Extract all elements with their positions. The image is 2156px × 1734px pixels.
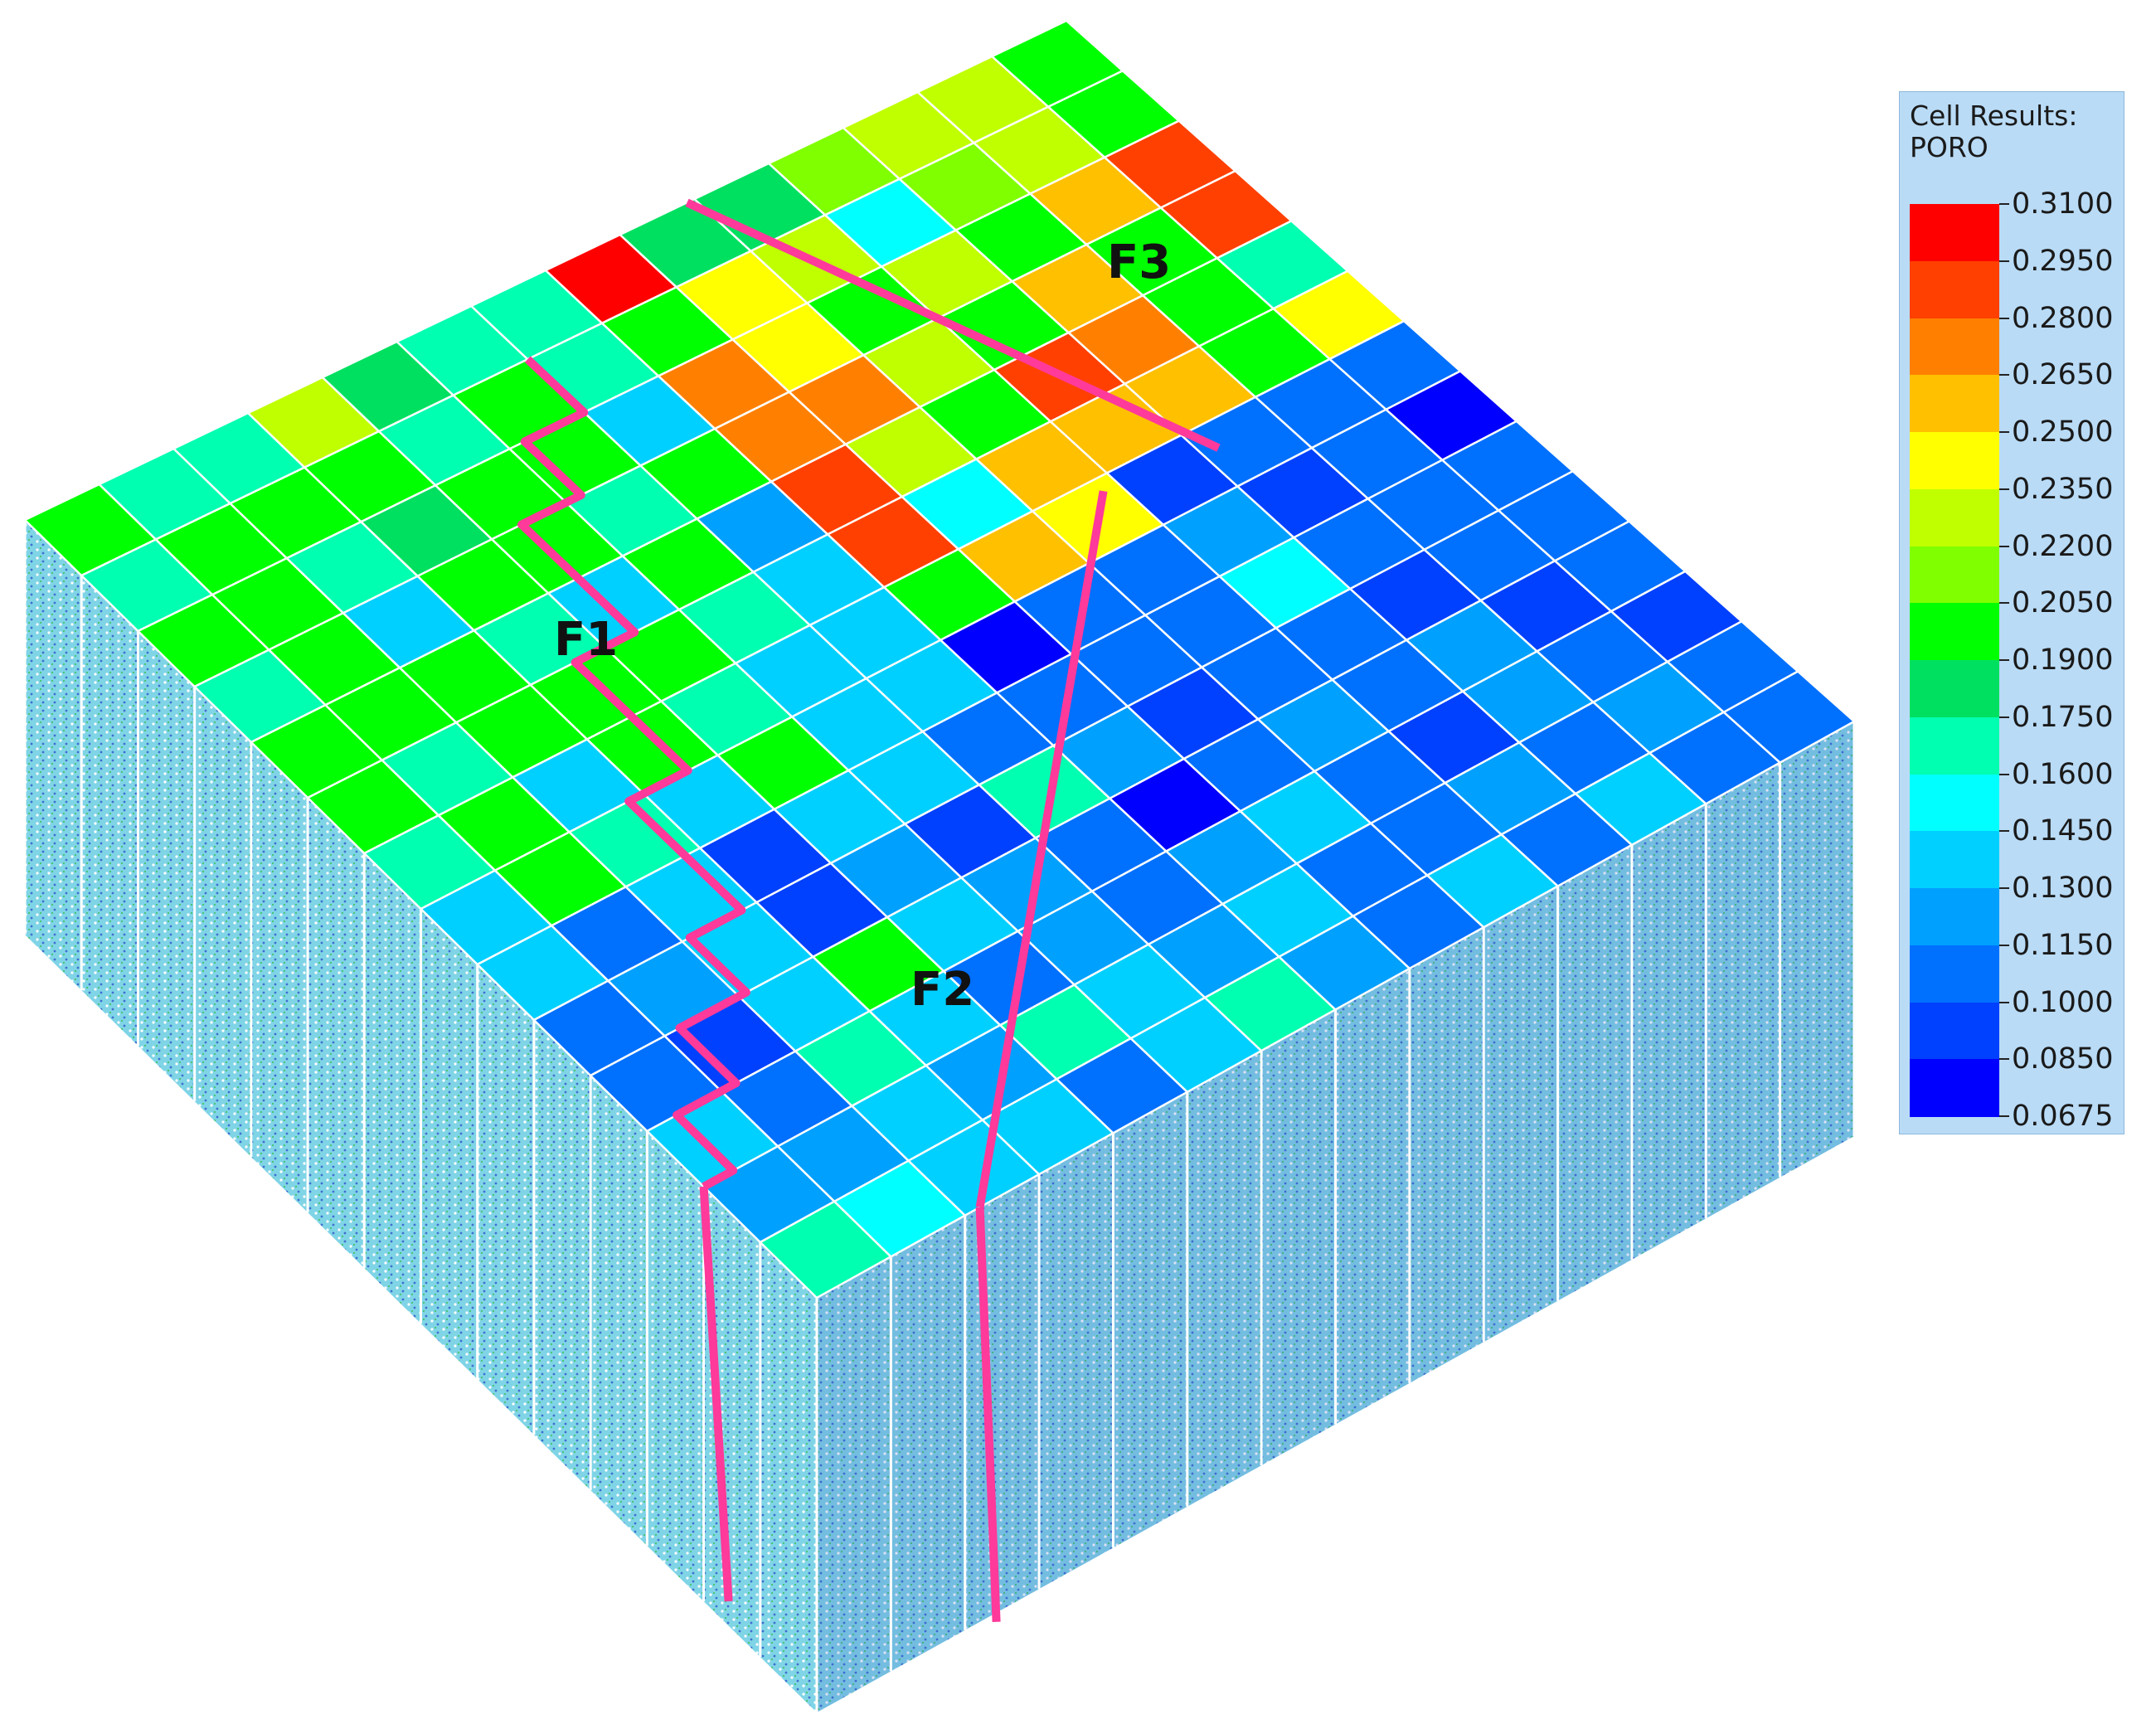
legend-tick-mark xyxy=(1999,1115,2009,1117)
legend-tick-mark xyxy=(1999,659,2009,661)
legend-tick-label: 0.2950 xyxy=(2012,244,2114,278)
fault-label-f2: F2 xyxy=(910,963,974,1017)
legend-tick-mark xyxy=(1999,203,2009,205)
legend-segment xyxy=(1910,1059,1999,1117)
legend-title: Cell Results: PORO xyxy=(1910,100,2077,163)
legend-tick-label: 0.1450 xyxy=(2012,814,2114,848)
legend-color-bar xyxy=(1910,204,1999,1117)
legend-segment xyxy=(1910,1002,1999,1061)
legend-tick-mark xyxy=(1999,545,2009,547)
legend-segment xyxy=(1910,660,1999,718)
legend-segment xyxy=(1910,774,1999,833)
legend-tick-label: 0.0675 xyxy=(2012,1100,2114,1133)
legend-tick-label: 0.2200 xyxy=(2012,529,2114,563)
color-legend: Cell Results: PORO 0.3100 0.2950 0.2800 0.2… xyxy=(1899,91,2124,1134)
grid-top-face xyxy=(22,19,1857,1299)
legend-tick-label: 0.2350 xyxy=(2012,472,2114,506)
fault-lines xyxy=(517,198,1221,1622)
legend-segment xyxy=(1910,488,1999,547)
fault-side-f1 xyxy=(699,1186,733,1602)
legend-tick-mark xyxy=(1999,830,2009,833)
legend-tick-label: 0.1750 xyxy=(2012,700,2114,734)
legend-tick-mark xyxy=(1999,773,2009,775)
legend-tick-label: 0.2800 xyxy=(2012,301,2114,335)
legend-segment xyxy=(1910,716,1999,775)
legend-tick-label: 0.3100 xyxy=(2012,187,2114,221)
legend-tick-mark xyxy=(1999,887,2009,889)
legend-segment xyxy=(1910,204,1999,262)
legend-tick-mark xyxy=(1999,431,2009,433)
fault-trace-f1 xyxy=(517,356,750,1191)
fault-trace-f3 xyxy=(685,198,1221,452)
fault-side-f2 xyxy=(975,1207,1001,1622)
legend-tick-mark xyxy=(1999,1001,2009,1003)
legend-tick-label: 0.2050 xyxy=(2012,586,2114,620)
legend-segment xyxy=(1910,546,1999,605)
legend-tick-mark xyxy=(1999,317,2009,319)
legend-tick-mark xyxy=(1999,374,2009,376)
legend-tick-mark xyxy=(1999,488,2009,490)
grid-left-face xyxy=(23,520,818,1712)
legend-tick-label: 0.1150 xyxy=(2012,928,2114,962)
legend-title-line1: Cell Results: xyxy=(1910,100,2078,132)
legend-segment xyxy=(1910,888,1999,946)
legend-segment xyxy=(1910,432,1999,490)
legend-tick-mark xyxy=(1999,260,2009,262)
legend-tick-label: 0.2650 xyxy=(2012,358,2114,392)
legend-tick-label: 0.0850 xyxy=(2012,1042,2114,1076)
legend-segment xyxy=(1910,603,1999,661)
legend-tick-label: 0.1300 xyxy=(2012,872,2114,905)
fault-label-f1: F1 xyxy=(554,613,618,667)
legend-tick-mark xyxy=(1999,944,2009,946)
legend-segment xyxy=(1910,318,1999,376)
grid-right-face xyxy=(815,721,1856,1712)
fault-label-f3: F3 xyxy=(1107,236,1171,289)
legend-title-line2: PORO xyxy=(1910,131,1988,163)
fault-trace-f2 xyxy=(975,490,1108,1208)
legend-tick-label: 0.2500 xyxy=(2012,415,2114,449)
legend-tick-mark xyxy=(1999,1058,2009,1061)
legend-tick-label: 0.1900 xyxy=(2012,644,2114,677)
legend-tick-label: 0.1600 xyxy=(2012,757,2114,791)
legend-tick-mark xyxy=(1999,602,2009,605)
legend-segment xyxy=(1910,831,1999,889)
legend-segment xyxy=(1910,375,1999,433)
legend-tick-label: 0.1000 xyxy=(2012,985,2114,1019)
legend-segment xyxy=(1910,945,1999,1003)
legend-tick-mark xyxy=(1999,716,2009,718)
grid-cell xyxy=(1721,670,1857,765)
legend-segment xyxy=(1910,260,1999,319)
